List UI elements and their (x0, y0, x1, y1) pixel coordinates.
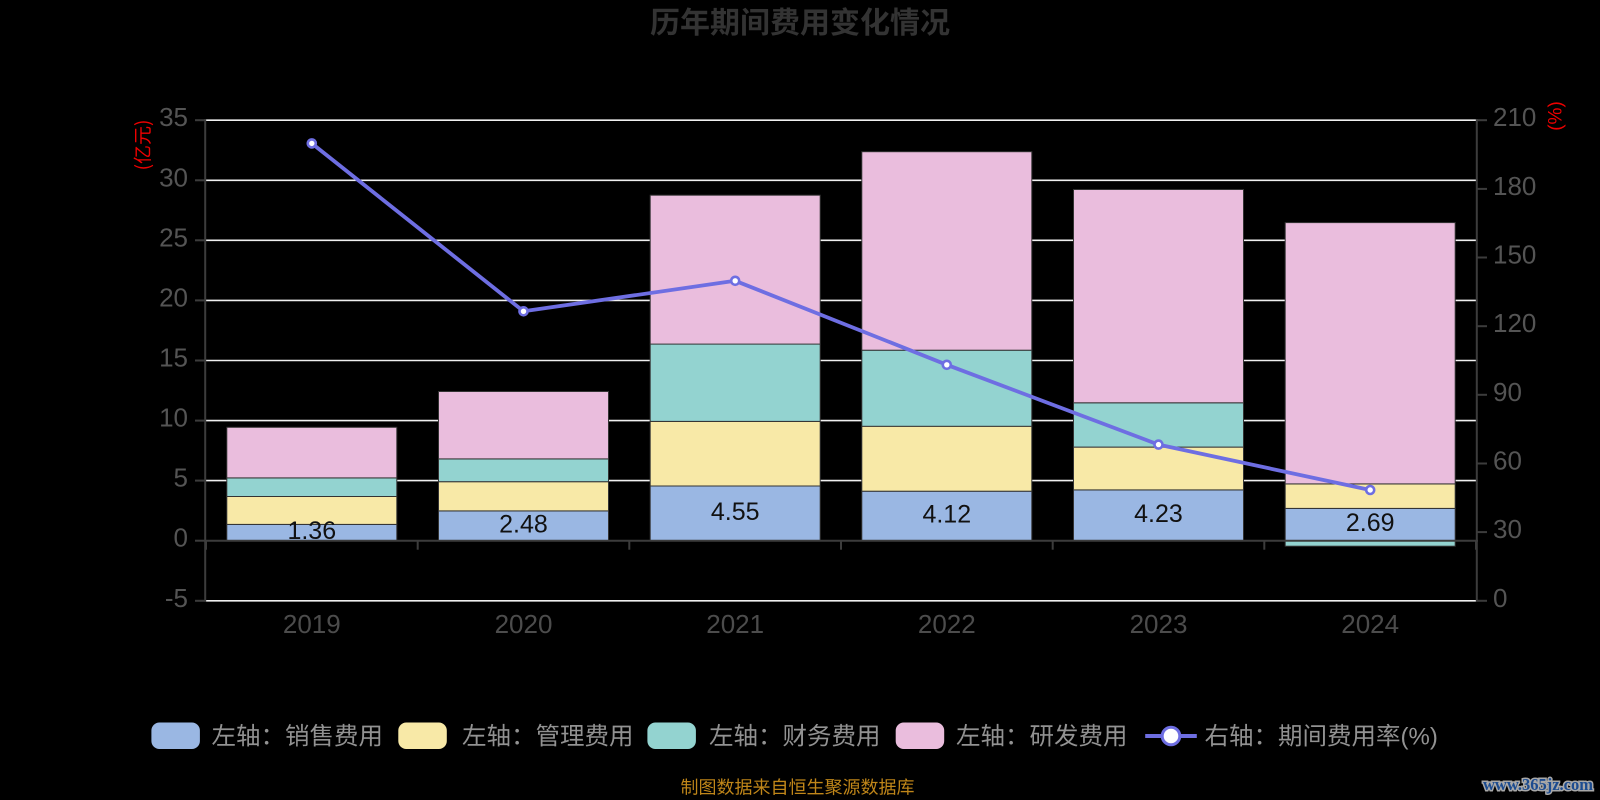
svg-text:120: 120 (1493, 308, 1536, 338)
svg-text:4.23: 4.23 (1134, 500, 1183, 528)
svg-text:2020: 2020 (495, 609, 553, 639)
svg-text:25: 25 (159, 222, 188, 252)
svg-text:1.36: 1.36 (287, 517, 336, 545)
svg-text:15: 15 (159, 343, 188, 373)
svg-text:2024: 2024 (1341, 609, 1399, 639)
svg-text:90: 90 (1493, 377, 1522, 407)
svg-text:2.48: 2.48 (499, 510, 548, 538)
svg-text:2023: 2023 (1130, 609, 1188, 639)
svg-text:35: 35 (159, 102, 188, 132)
svg-text:www.365jz.com: www.365jz.com (1483, 775, 1593, 794)
svg-text:2021: 2021 (706, 609, 764, 639)
svg-text:30: 30 (1493, 514, 1522, 544)
svg-text:210: 210 (1493, 102, 1536, 132)
svg-text:5: 5 (174, 463, 188, 493)
svg-text:2019: 2019 (283, 609, 341, 639)
svg-text:2022: 2022 (918, 609, 976, 639)
svg-text:0: 0 (174, 523, 188, 553)
svg-text:4.55: 4.55 (711, 498, 760, 526)
svg-text:150: 150 (1493, 240, 1536, 270)
svg-text:10: 10 (159, 403, 188, 433)
svg-text:0: 0 (1493, 583, 1507, 613)
svg-text:20: 20 (159, 282, 188, 312)
svg-text:30: 30 (159, 162, 188, 192)
svg-text:60: 60 (1493, 446, 1522, 476)
svg-text:180: 180 (1493, 171, 1536, 201)
svg-text:-5: -5 (165, 583, 188, 613)
svg-text:4.12: 4.12 (922, 501, 971, 529)
svg-text:(%): (%) (1546, 101, 1567, 131)
svg-text:2.69: 2.69 (1346, 509, 1395, 537)
svg-text:(%): (%) (1401, 724, 1438, 751)
